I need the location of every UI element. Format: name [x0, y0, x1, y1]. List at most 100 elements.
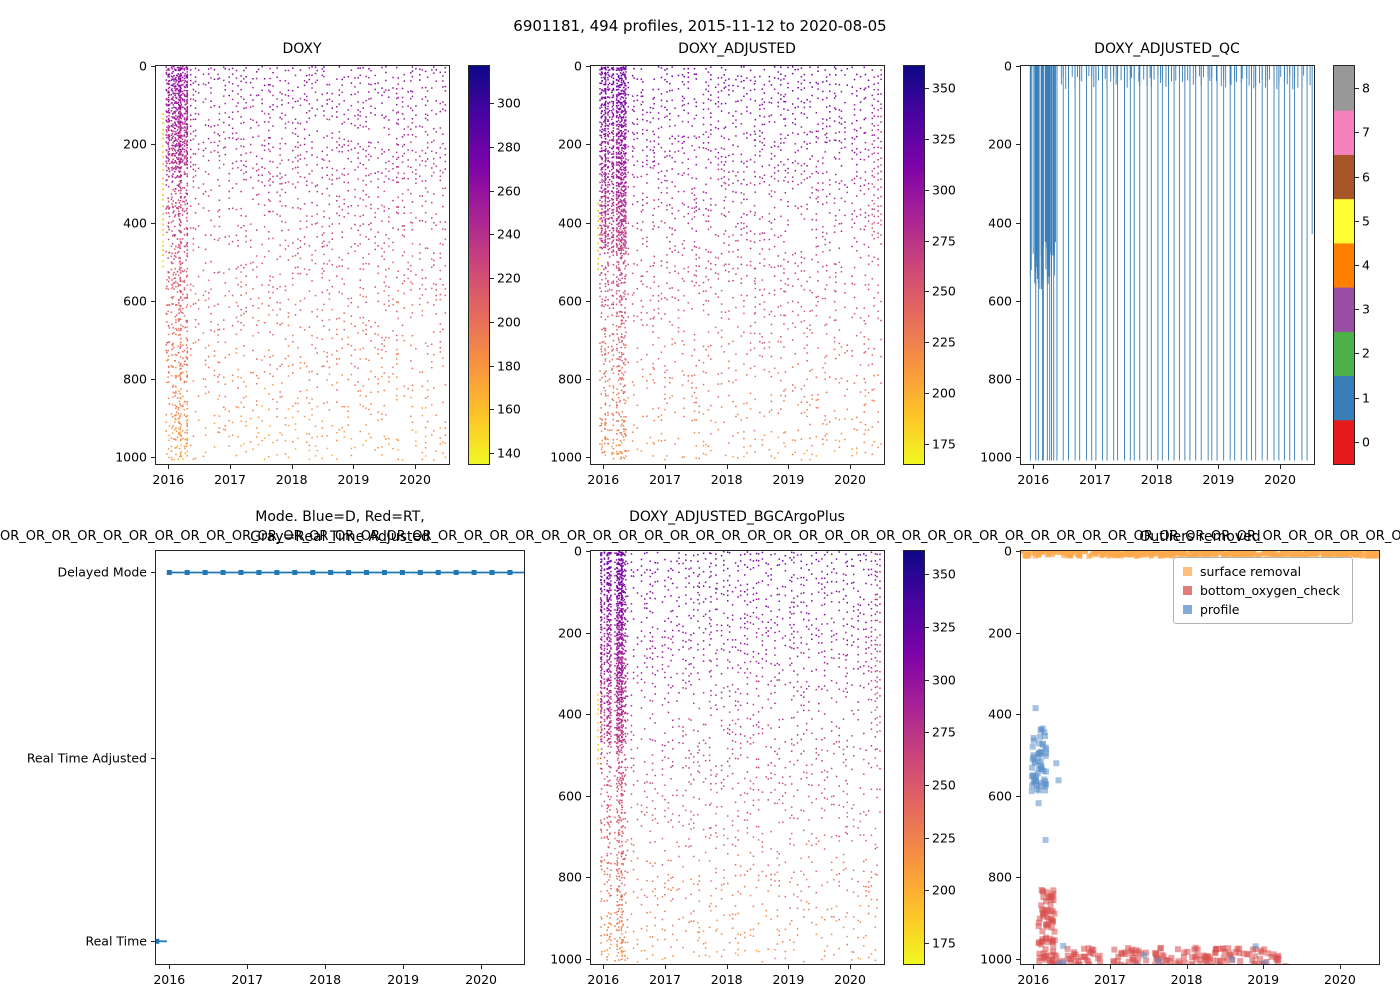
x-tick-label: 2019 — [772, 972, 805, 987]
x-tick-mark — [1156, 465, 1158, 469]
y-tick-mark — [586, 959, 590, 961]
colorbar-tick-label: 200 — [497, 314, 521, 330]
y-tick-label: 400 — [988, 706, 1012, 722]
x-tick-label: 2018 — [275, 472, 308, 487]
x-tick-label: 2020 — [399, 472, 431, 487]
x-tick-label: 2017 — [1079, 472, 1111, 487]
colorbar-tick-label: 1 — [1362, 390, 1370, 406]
colorbar-doxy_adjusted — [903, 65, 925, 465]
y-tick-mark — [151, 66, 155, 67]
subplot-title-outliers: Outliers removed — [1139, 529, 1261, 545]
x-tick-mark — [788, 465, 790, 469]
colorbar-tick-label: 200 — [932, 882, 956, 898]
colorbar-tick-mark — [925, 139, 929, 141]
x-tick-mark — [603, 465, 605, 469]
y-tick-label: 0 — [1004, 58, 1012, 74]
doxy_adjusted-canvas — [591, 66, 884, 464]
y-tick-label: 800 — [558, 371, 582, 387]
colorbar-tick-mark — [925, 291, 929, 293]
colorbar-tick-mark — [490, 409, 494, 411]
x-tick-mark — [353, 465, 355, 469]
colorbar-tick-mark — [490, 453, 494, 455]
y-tick-label: 800 — [123, 371, 147, 387]
colorbar-tick-mark — [925, 189, 929, 191]
colorbar-tick-mark — [925, 626, 929, 628]
y-tick-mark — [586, 551, 590, 552]
x-tick-mark — [1339, 965, 1341, 969]
colorbar-tick-mark — [1355, 309, 1359, 311]
x-tick-mark — [291, 465, 293, 469]
y-tick-mark — [586, 66, 590, 67]
x-tick-label: 2018 — [710, 972, 743, 987]
y-tick-label: 400 — [988, 215, 1012, 231]
colorbar-tick-mark — [1355, 353, 1359, 355]
x-tick-label: 2020 — [465, 972, 498, 987]
y-tick-label: 200 — [988, 625, 1012, 641]
mode-category-label: Real Time — [85, 933, 147, 949]
colorbar-tick-label: 0 — [1362, 434, 1370, 450]
y-tick-label: 400 — [123, 215, 147, 231]
x-tick-label: 2018 — [710, 472, 743, 487]
y-tick-mark — [586, 379, 590, 381]
surface-removal-swatch-icon — [1183, 567, 1192, 576]
axes-doxy_adjusted_qc — [1020, 65, 1315, 465]
y-tick-label: 200 — [558, 136, 582, 152]
y-tick-mark — [1016, 457, 1020, 459]
y-tick-label: 1000 — [550, 449, 582, 465]
colorbar-tick-mark — [490, 321, 494, 323]
colorbar-tick-label: 175 — [932, 436, 956, 452]
y-tick-label: 400 — [558, 706, 582, 722]
y-tick-mark — [1016, 551, 1020, 552]
colorbar-canvas-doxy — [469, 66, 489, 464]
colorbar-tick-label: 275 — [932, 233, 956, 249]
colorbar-tick-label: 7 — [1362, 124, 1370, 140]
y-tick-mark — [151, 457, 155, 459]
y-tick-label: 600 — [988, 788, 1012, 804]
colorbar-tick-label: 240 — [497, 226, 521, 242]
x-tick-label: 2017 — [649, 972, 681, 987]
y-tick-label: 400 — [558, 215, 582, 231]
x-tick-label: 2017 — [649, 472, 681, 487]
x-tick-label: 2019 — [1202, 472, 1235, 487]
y-tick-mark — [1016, 877, 1020, 879]
y-tick-mark — [151, 572, 155, 574]
y-tick-mark — [586, 144, 590, 146]
y-tick-label: 0 — [574, 543, 582, 559]
colorbar-tick-label: 300 — [932, 672, 956, 688]
colorbar-tick-mark — [1355, 265, 1359, 266]
legend-label-surface-removal: surface removal — [1200, 564, 1302, 579]
colorbar-tick-mark — [490, 190, 494, 192]
x-tick-label: 2016 — [1017, 972, 1050, 987]
subplot-title-mode-line2: Gray=Real Time Adjusted — [250, 529, 430, 545]
x-tick-label: 2020 — [834, 472, 866, 487]
colorbar-tick-label: 280 — [497, 139, 521, 155]
x-tick-label: 2016 — [587, 972, 620, 987]
colorbar-tick-label: 225 — [932, 830, 956, 846]
colorbar-tick-mark — [1355, 220, 1359, 222]
colorbar-tick-label: 6 — [1362, 169, 1370, 185]
y-tick-mark — [586, 222, 590, 224]
y-tick-label: 1000 — [550, 951, 582, 967]
x-tick-label: 2017 — [1094, 972, 1126, 987]
x-tick-mark — [1033, 965, 1035, 969]
x-tick-mark — [850, 965, 852, 969]
y-tick-label: 800 — [988, 371, 1012, 387]
x-tick-mark — [1186, 965, 1188, 969]
x-tick-label: 2018 — [1140, 472, 1173, 487]
y-tick-label: 200 — [988, 136, 1012, 152]
y-tick-mark — [151, 379, 155, 381]
y-tick-label: 200 — [558, 625, 582, 641]
colorbar-tick-label: 180 — [497, 358, 521, 374]
subplot-title-mode-line1: Mode. Blue=D, Red=RT, — [255, 509, 425, 525]
y-tick-label: 600 — [558, 788, 582, 804]
y-tick-mark — [151, 144, 155, 146]
colorbar-tick-label: 160 — [497, 401, 521, 417]
y-tick-label: 0 — [1004, 543, 1012, 559]
colorbar-tick-mark — [490, 278, 494, 280]
colorbar-tick-label: 140 — [497, 445, 521, 461]
colorbar-tick-mark — [925, 784, 929, 786]
x-tick-mark — [415, 465, 417, 469]
colorbar-tick-mark — [925, 837, 929, 839]
y-tick-mark — [1016, 300, 1020, 302]
y-tick-label: 0 — [139, 58, 147, 74]
